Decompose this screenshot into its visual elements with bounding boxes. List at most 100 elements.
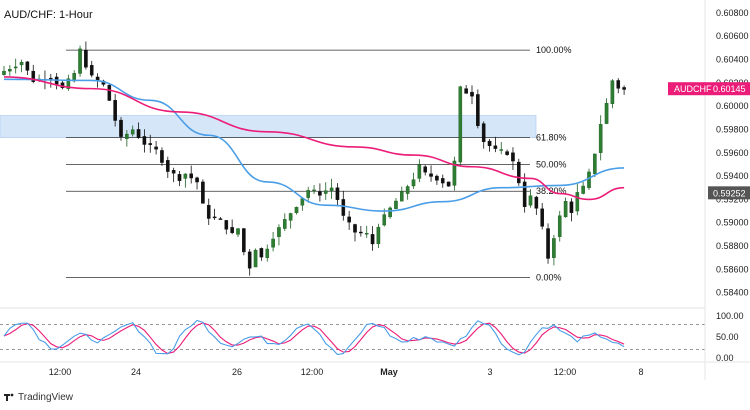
price-tick-label: 0.60800 (716, 8, 749, 18)
price-tick-label: 0.58800 (716, 241, 749, 251)
candle-body (78, 48, 82, 74)
candle-body (259, 248, 264, 258)
candle-body (440, 178, 445, 184)
candle-body (569, 201, 574, 213)
time-tick-label: May (380, 367, 398, 377)
candle-body (581, 185, 585, 194)
marked-price-tag (708, 186, 750, 200)
stochastic-panel (0, 307, 705, 356)
candle-body (417, 164, 422, 179)
price-tick-label: 0.59800 (716, 124, 749, 134)
candle-body (277, 227, 281, 237)
candle-body (388, 207, 392, 218)
candle-body (610, 80, 615, 104)
candle-body (476, 94, 480, 126)
price-axis[interactable]: 0.608000.606000.604000.602000.600000.598… (668, 0, 750, 380)
candle-body (552, 238, 556, 258)
fib-label: 100.00% (536, 45, 572, 55)
fib-label: 61.80% (536, 133, 567, 143)
candle-body (382, 214, 387, 226)
candle-body (171, 170, 176, 174)
candle-body (312, 189, 316, 192)
fib-label: 50.00% (536, 159, 567, 169)
candle-body (306, 190, 311, 198)
price-tick-label: 0.59000 (716, 218, 749, 228)
time-tick-label: 26 (232, 367, 242, 377)
candle-body (546, 228, 550, 259)
time-tick-label: 12:00 (554, 367, 577, 377)
candle-body (130, 129, 135, 135)
candle-body (604, 103, 609, 124)
price-tick-label: 0.58600 (716, 264, 749, 274)
candle-body (242, 228, 246, 253)
candle-body (142, 136, 147, 145)
candle-body (323, 190, 328, 194)
candle-body (31, 70, 36, 82)
candle-body (136, 129, 141, 138)
candle-body (236, 228, 240, 235)
ma-pink-line (3, 76, 625, 201)
candle-body (446, 181, 451, 187)
price-tick-label: 0.60600 (716, 31, 749, 41)
symbol-tag-label: AUDCHF (674, 84, 712, 94)
candle-body (206, 205, 211, 219)
candle-body (89, 65, 94, 76)
candle-body (25, 61, 30, 71)
candle-body (335, 187, 340, 200)
candle-body (288, 213, 293, 221)
candle-body (318, 191, 322, 196)
candle-body (84, 49, 88, 68)
price-tick-label: 0.58400 (716, 288, 749, 298)
candle-body (376, 226, 381, 244)
candle-body (517, 161, 521, 184)
candle-body (364, 233, 369, 235)
stoch-d-line (3, 322, 625, 355)
candle-body (464, 88, 468, 94)
candle-body (452, 160, 457, 186)
time-axis[interactable]: 12:00 24 26 12:00 May 3 12:00 8 (0, 361, 750, 377)
candle-body (528, 195, 533, 206)
candle-body (616, 80, 621, 89)
candles (2, 41, 626, 276)
candle-body (405, 186, 410, 194)
candle-body (522, 181, 527, 208)
candle-body (247, 251, 252, 269)
price-tick-label: 0.60000 (716, 101, 749, 111)
candle-body (160, 150, 164, 163)
tradingview-logo[interactable]: TradingView (2, 391, 74, 403)
candle-body (201, 181, 205, 204)
candle-body (8, 69, 12, 72)
candle-body (13, 66, 18, 69)
candle-body (119, 119, 123, 137)
price-tick-label: 0.59600 (716, 148, 749, 158)
candle-body (218, 218, 223, 220)
candle-body (557, 215, 562, 237)
candle-body (423, 166, 428, 173)
candle-body (435, 175, 439, 181)
candle-body (353, 224, 357, 233)
price-tick-label: 0.60400 (716, 54, 749, 64)
candle-body (622, 87, 626, 90)
candle-body (189, 173, 194, 179)
candle-body (113, 100, 117, 121)
candle-body (575, 192, 580, 212)
candle-body (359, 231, 363, 234)
candle-body (505, 151, 509, 155)
candle-body (429, 173, 433, 177)
stoch-k-line (3, 319, 625, 356)
candle-body (165, 160, 170, 172)
candle-body (499, 149, 504, 151)
last-price-label: 0.60145 (713, 84, 746, 94)
candle-body (370, 234, 375, 245)
moving-averages (3, 76, 625, 212)
candle-body (148, 143, 153, 145)
brand-label: TradingView (18, 392, 74, 403)
candle-body (394, 200, 398, 209)
candle-body (598, 124, 603, 153)
candle-body (154, 146, 158, 150)
last-price-tag (668, 82, 750, 96)
candle-body (212, 216, 217, 219)
candle-body (195, 177, 199, 183)
